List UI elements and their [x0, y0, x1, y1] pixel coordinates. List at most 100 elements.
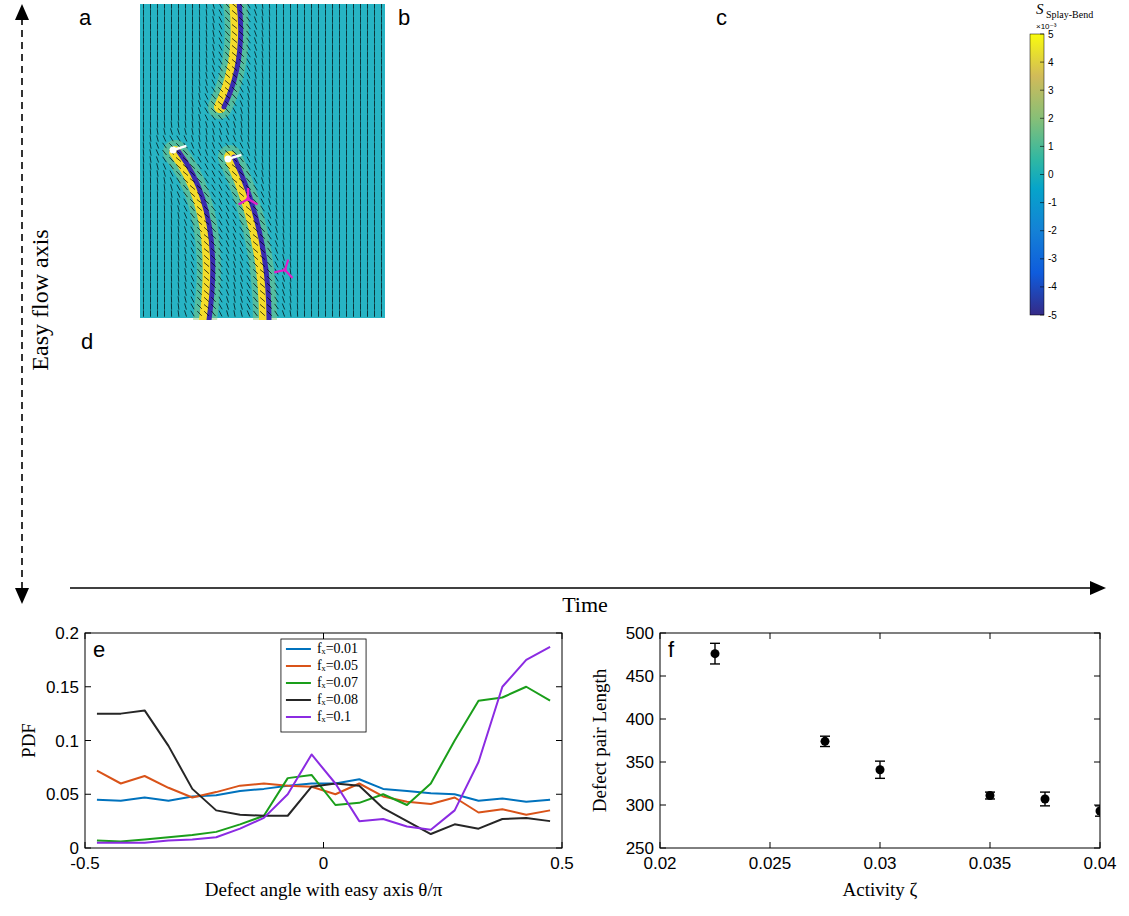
colorbar-tick [1040, 315, 1044, 316]
y-tick [556, 686, 562, 687]
error-bar-cap [1095, 815, 1100, 816]
x-axis-title: Defect angle with easy axis θ/π [205, 879, 443, 900]
error-bar [1040, 792, 1050, 806]
error-bar [710, 643, 720, 664]
legend-box [281, 639, 366, 732]
y-tick [660, 719, 666, 720]
stripe-bend [234, 157, 269, 320]
data-point [711, 649, 720, 658]
colorbar-tick-label: -3 [1048, 253, 1057, 264]
error-bar-cap [1040, 805, 1050, 806]
y-tick-label: 0.1 [55, 732, 79, 751]
y-tick-label: 0.15 [46, 678, 79, 697]
y-tick [1094, 719, 1100, 720]
legend-swatch [286, 665, 311, 667]
data-point [1096, 807, 1101, 816]
colorbar-tick-label: 4 [1048, 57, 1054, 68]
colorbar-tick [1040, 90, 1044, 91]
x-tick-label: 0.025 [749, 854, 792, 873]
y-tick [85, 633, 91, 634]
y-axis-title: PDF [18, 723, 39, 758]
y-tick-label: 0 [70, 839, 79, 858]
legend-label: fₓ=0.01 [317, 641, 358, 656]
data-point [821, 737, 830, 746]
error-bar-cap [1040, 791, 1050, 792]
x-tick [562, 633, 563, 639]
panel-letter: c [716, 5, 727, 30]
x-tick [85, 842, 86, 848]
y-tick [556, 794, 562, 795]
colorbar [1030, 34, 1044, 315]
y-tick [85, 686, 91, 687]
colorbar-multiplier: ×10⁻³ [1036, 22, 1057, 31]
x-tick [990, 842, 991, 848]
y-axis-title: Defect pair Length [589, 668, 610, 812]
colorbar-title-sub: Splay-Bend [1046, 9, 1093, 20]
colorbar-tick [1040, 62, 1044, 63]
colorbar-tick [1040, 174, 1044, 175]
y-tick-label: 0.2 [55, 624, 79, 643]
y-tick [660, 848, 666, 849]
y-tick [660, 762, 666, 763]
y-tick [660, 805, 666, 806]
colorbar-tick-label: -5 [1048, 310, 1057, 321]
snapshot-panel [140, 4, 385, 320]
letter-patch [74, 328, 100, 354]
minus-defect [246, 197, 250, 201]
y-tick [556, 848, 562, 849]
colorbar-tick [1040, 230, 1044, 231]
colorbar-tick-label: 1 [1048, 141, 1054, 152]
data-point [1041, 794, 1050, 803]
arrow-head [15, 588, 29, 604]
data-point [876, 765, 885, 774]
error-bar [875, 761, 885, 778]
colorbar-tick [1040, 286, 1044, 287]
y-tick-label: 400 [626, 710, 654, 729]
colorbar-tick-label: -2 [1048, 225, 1057, 236]
legend-label: fₓ=0.08 [317, 692, 358, 707]
legend-label: fₓ=0.07 [317, 675, 358, 690]
y-tick [1094, 848, 1100, 849]
y-tick [556, 633, 562, 634]
legend-swatch [286, 699, 311, 701]
plot-area [97, 647, 550, 843]
colorbar-title: S [1036, 1, 1044, 17]
data-point [986, 791, 995, 800]
y-tick-label: 450 [626, 667, 654, 686]
plus-defect [225, 156, 232, 163]
time-arrow [70, 587, 1092, 589]
y-tick-label: 500 [626, 624, 654, 643]
error-bar-cap [820, 746, 830, 747]
stripe-bend [224, 4, 241, 107]
y-tick [556, 740, 562, 741]
colorbar-tick-label: 0 [1048, 169, 1054, 180]
error-bar-cap [875, 760, 885, 761]
figure: abc-5-4-3-2-1012345SSplay-Bend×10⁻³dEasy… [0, 0, 1129, 916]
colorbar-tick-label: 3 [1048, 85, 1054, 96]
y-tick-label: 350 [626, 753, 654, 772]
error-bar [1095, 806, 1100, 816]
x-tick-label: 0.03 [863, 854, 896, 873]
x-tick [990, 633, 991, 639]
panel-letter: f [668, 637, 675, 662]
x-tick [880, 842, 881, 848]
plus-defect [170, 147, 177, 154]
letter-patch [72, 4, 98, 30]
series-line [97, 647, 550, 843]
minus-defect [283, 268, 287, 272]
x-tick [1100, 842, 1101, 848]
x-tick [562, 842, 563, 848]
error-bar-cap [710, 663, 720, 664]
x-tick-label: 0.5 [550, 854, 574, 873]
legend-label: fₓ=0.1 [317, 709, 351, 724]
y-tick-label: 300 [626, 796, 654, 815]
y-tick [85, 794, 91, 795]
legend-swatch [286, 682, 311, 684]
y-tick-label: 250 [626, 839, 654, 858]
x-tick-label: 0 [319, 854, 328, 873]
time-label: Time [562, 592, 608, 617]
easy-axis-arrow [21, 18, 23, 592]
colorbar-tick [1040, 34, 1044, 35]
plot-frame [85, 633, 562, 848]
colorbar-tick-label: -4 [1048, 281, 1057, 292]
